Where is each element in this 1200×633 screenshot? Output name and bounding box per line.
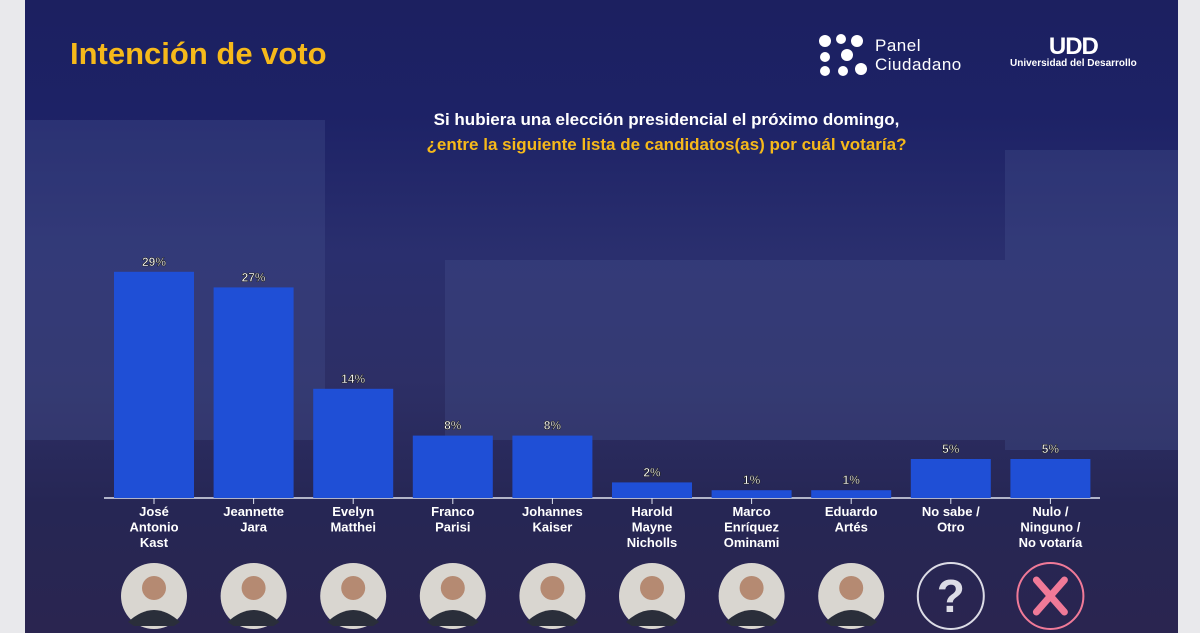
x-tick-label: Ninguno / [1020,520,1080,535]
x-tick-label: No sabe / [922,504,980,519]
bar [1010,459,1091,498]
candidate-photo [519,563,586,629]
x-tick-label: Nulo / [1032,504,1068,519]
question-line-2: ¿entre la siguiente lista de candidatos(… [426,135,907,154]
x-tick-label: Mayne [632,520,672,535]
candidate-photo [320,563,387,629]
panel-ciudadano-icon [819,34,867,76]
data-label: 14% [341,372,365,386]
bar [811,490,892,498]
candidate-photo [220,563,287,629]
background-building [1005,150,1178,450]
x-tick-label: Antonio [129,520,178,535]
background-palace [445,260,1005,440]
page-title: Intención de voto [70,36,327,71]
bar [910,459,991,498]
data-label: 1% [843,473,861,487]
x-tick-label: Johannes [522,504,583,519]
x-icon [1016,562,1085,630]
x-tick-label: Matthei [330,520,376,535]
bar [213,287,294,498]
x-tick-label: Kast [140,535,169,550]
bar [313,388,394,498]
data-label: 8% [544,419,562,433]
candidate-photo [818,563,885,629]
data-label: 29% [142,255,166,269]
logo-text-panel: Panel [875,36,921,55]
svg-text:?: ? [937,570,965,622]
bar [612,482,692,498]
x-tick-label: Franco [431,504,474,519]
udd-mark: UDD [1048,33,1099,60]
question-line-1: Si hubiera una elección presidencial el … [433,110,900,129]
candidate-photo [121,563,187,629]
data-label: 8% [444,419,462,433]
x-tick-label: Enríquez [724,520,779,535]
data-label: 5% [1042,442,1060,456]
x-tick-label: José [139,504,169,519]
candidate-photo [419,563,486,629]
x-tick-label: Parisi [435,520,470,535]
x-tick-label: Marco [732,504,770,519]
x-tick-label: Ominami [724,535,780,550]
candidate-photo [619,563,685,629]
panel-ciudadano-logo: Panel Ciudadano [817,33,962,77]
udd-logo: UDD Universidad del Desarrollo [1010,33,1137,70]
data-label: 27% [242,270,266,284]
x-tick-label: Jara [240,520,268,535]
bar [412,435,493,498]
data-label: 2% [643,465,661,479]
x-tick-label: Harold [631,504,672,519]
x-tick-label: Otro [937,520,965,535]
x-tick-label: Kaiser [533,520,573,535]
data-label: 1% [743,473,761,487]
bar [114,271,194,498]
bar [512,435,593,498]
data-label: 5% [942,442,960,456]
candidate-photo [718,563,785,629]
x-tick-label: No votaría [1019,535,1083,550]
question-icon: ? [916,562,985,630]
logo-text-ciudadano: Ciudadano [875,55,962,74]
infographic-panel: Intención de voto Panel Ciudadano UDD Univ… [25,0,1178,633]
udd-name: Universidad del Desarrollo [1010,58,1137,69]
x-tick-label: Eduardo [825,504,878,519]
x-tick-label: Nicholls [627,535,678,550]
x-tick-label: Evelyn [332,504,374,519]
bar [711,490,792,498]
x-tick-label: Artés [835,520,868,535]
x-tick-label: Jeannette [223,504,284,519]
